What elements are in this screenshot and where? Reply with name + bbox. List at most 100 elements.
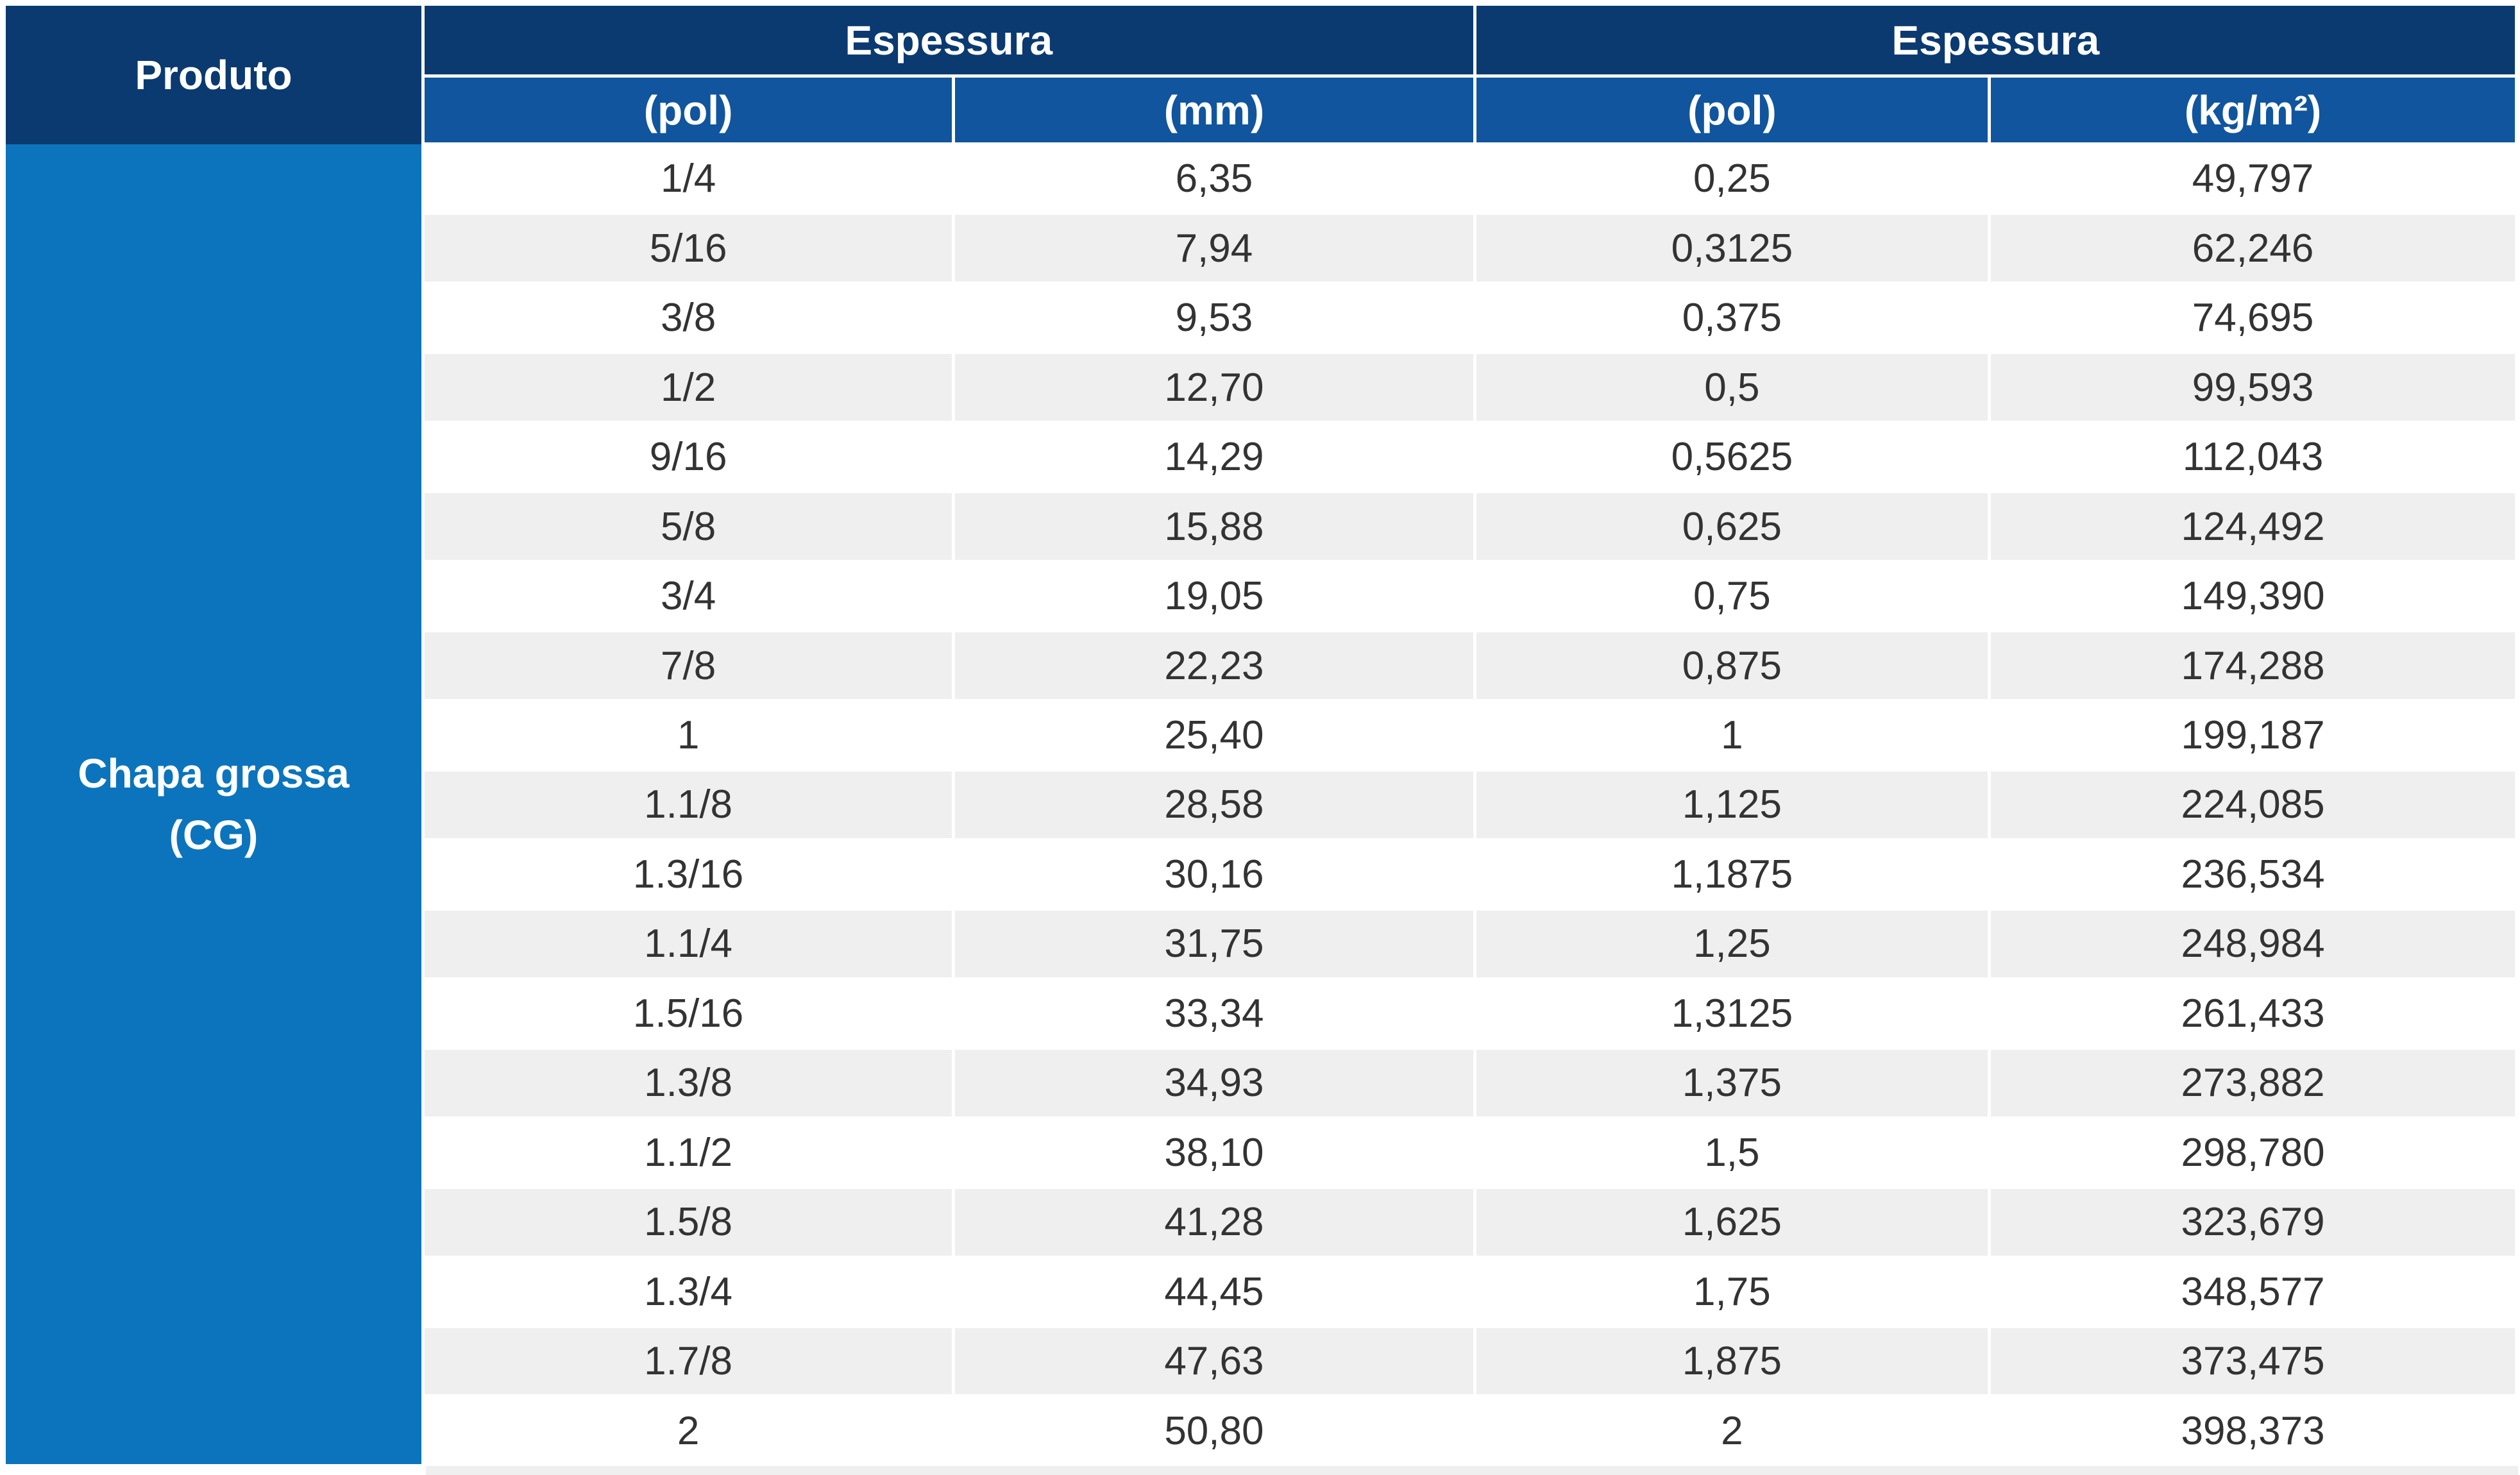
thickness-spec-table: Produto Espessura Espessura (pol) (mm) (… bbox=[3, 3, 2519, 1467]
cell-pol-dec: 0,5 bbox=[1473, 351, 1991, 424]
cell-pol-frac: 7/8 bbox=[421, 629, 956, 702]
cell-mm: 44,45 bbox=[952, 1255, 1476, 1328]
table-row: 1.1/2 38,10 1,5 298,780 bbox=[4, 1116, 2518, 1190]
cell-pol-dec: 0,375 bbox=[1473, 281, 1991, 355]
table-row: 1.1/8 28,58 1,125 224,085 bbox=[4, 768, 2518, 841]
table-row: 5/8 15,88 0,625 124,492 bbox=[4, 490, 2518, 563]
cell-mm: 7,94 bbox=[952, 212, 1476, 285]
cell-pol-dec: 0,25 bbox=[1473, 142, 1991, 215]
table-row: Chapa grossa (CG) 1/4 6,35 0,25 49,797 bbox=[3, 142, 2518, 1467]
cell-mm: 15,88 bbox=[952, 490, 1476, 563]
subheader-mm: (mm) bbox=[952, 74, 1476, 146]
table-row: 1.5/16 33,34 1,3125 261,433 bbox=[4, 977, 2518, 1050]
cell-pol-frac: 5/8 bbox=[421, 490, 956, 563]
product-name-line1: Chapa grossa bbox=[78, 750, 350, 796]
cell-pol-dec: 1,75 bbox=[1473, 1255, 1991, 1328]
cell-pol-frac: 9/16 bbox=[421, 420, 956, 494]
cell-mm: 12,70 bbox=[952, 351, 1476, 424]
cell-kg-m2: 124,492 bbox=[1988, 490, 2518, 563]
header-espessura-group-2: Espessura bbox=[1473, 3, 2519, 78]
cell-pol-dec: 2 bbox=[1473, 1394, 1991, 1467]
table-row: 1.3/8 34,93 1,375 273,882 bbox=[4, 1047, 2518, 1120]
cell-pol-frac: 1.5/8 bbox=[421, 1186, 956, 1259]
header-produto: Produto bbox=[3, 3, 425, 144]
cell-pol-frac: 1.3/4 bbox=[421, 1255, 956, 1328]
cell-pol-dec: 1,125 bbox=[1473, 768, 1991, 841]
cell-kg-m2: 398,373 bbox=[1988, 1394, 2518, 1467]
cell-pol-frac: 1.7/8 bbox=[421, 1324, 956, 1398]
cell-pol-dec: 1 bbox=[1473, 698, 1991, 772]
cell-kg-m2: 298,780 bbox=[1988, 1116, 2518, 1190]
cell-pol-frac: 1/4 bbox=[421, 142, 956, 215]
table-row: 1.3/16 30,16 1,1875 236,534 bbox=[4, 838, 2518, 911]
subheader-pol-1: (pol) bbox=[421, 74, 956, 146]
cell-pol-frac: 1/2 bbox=[421, 351, 956, 424]
header-row-units: (pol) (mm) (pol) (kg/m²) bbox=[4, 74, 2518, 146]
cell-kg-m2: 149,390 bbox=[1988, 559, 2518, 633]
cell-kg-m2: 273,882 bbox=[1988, 1047, 2518, 1120]
table-header: Produto Espessura Espessura (pol) (mm) (… bbox=[3, 3, 2519, 146]
table-row: 1.7/8 47,63 1,875 373,475 bbox=[4, 1324, 2518, 1398]
cropped-next-row-strip bbox=[426, 1466, 2518, 1475]
cell-kg-m2: 373,475 bbox=[1988, 1324, 2518, 1398]
cell-mm: 41,28 bbox=[952, 1186, 1476, 1259]
cell-pol-frac: 1.3/16 bbox=[421, 838, 956, 911]
table-row: 2 50,80 2 398,373 bbox=[4, 1394, 2518, 1467]
cell-mm: 6,35 bbox=[952, 142, 1476, 215]
cell-kg-m2: 236,534 bbox=[1988, 838, 2518, 911]
cell-pol-dec: 0,5625 bbox=[1473, 420, 1991, 494]
cell-mm: 22,23 bbox=[952, 629, 1476, 702]
cell-pol-frac: 1.1/4 bbox=[421, 907, 956, 981]
cell-pol-frac: 5/16 bbox=[421, 212, 956, 285]
cell-pol-frac: 3/8 bbox=[421, 281, 956, 355]
header-espessura-group-1: Espessura bbox=[421, 3, 1476, 78]
cell-pol-frac: 1.3/8 bbox=[421, 1047, 956, 1120]
cell-kg-m2: 74,695 bbox=[1988, 281, 2518, 355]
cell-pol-dec: 0,875 bbox=[1473, 629, 1991, 702]
cell-pol-frac: 1.1/2 bbox=[421, 1116, 956, 1190]
cell-mm: 14,29 bbox=[952, 420, 1476, 494]
cell-mm: 50,80 bbox=[952, 1394, 1476, 1467]
table-body: Chapa grossa (CG) 1/4 6,35 0,25 49,797 5/16 7,9… bbox=[3, 142, 2518, 1467]
cell-kg-m2: 49,797 bbox=[1988, 142, 2518, 215]
product-name-line2: (CG) bbox=[169, 811, 258, 858]
table-row: 9/16 14,29 0,5625 112,043 bbox=[4, 420, 2518, 494]
cell-mm: 31,75 bbox=[952, 907, 1476, 981]
table-row: 3/4 19,05 0,75 149,390 bbox=[4, 559, 2518, 633]
table-row: 1.5/8 41,28 1,625 323,679 bbox=[4, 1186, 2518, 1259]
cell-kg-m2: 261,433 bbox=[1988, 977, 2518, 1050]
cell-pol-dec: 1,375 bbox=[1473, 1047, 1991, 1120]
cell-mm: 28,58 bbox=[952, 768, 1476, 841]
cell-pol-dec: 0,625 bbox=[1473, 490, 1991, 563]
cell-kg-m2: 199,187 bbox=[1988, 698, 2518, 772]
product-cell: Chapa grossa (CG) bbox=[3, 144, 425, 1467]
cell-mm: 30,16 bbox=[952, 838, 1476, 911]
table-row: 1 25,40 1 199,187 bbox=[4, 698, 2518, 772]
cell-pol-dec: 0,3125 bbox=[1473, 212, 1991, 285]
cell-kg-m2: 99,593 bbox=[1988, 351, 2518, 424]
cell-pol-dec: 1,875 bbox=[1473, 1324, 1991, 1398]
cell-pol-dec: 1,25 bbox=[1473, 907, 1991, 981]
cell-pol-dec: 1,3125 bbox=[1473, 977, 1991, 1050]
cell-pol-frac: 3/4 bbox=[421, 559, 956, 633]
cell-mm: 47,63 bbox=[952, 1324, 1476, 1398]
cell-kg-m2: 348,577 bbox=[1988, 1255, 2518, 1328]
cell-mm: 25,40 bbox=[952, 698, 1476, 772]
cell-kg-m2: 248,984 bbox=[1988, 907, 2518, 981]
cell-pol-dec: 0,75 bbox=[1473, 559, 1991, 633]
table-row: 1.1/4 31,75 1,25 248,984 bbox=[4, 907, 2518, 981]
cell-mm: 38,10 bbox=[952, 1116, 1476, 1190]
table-row: 3/8 9,53 0,375 74,695 bbox=[4, 281, 2518, 355]
cell-pol-frac: 1.5/16 bbox=[421, 977, 956, 1050]
cell-kg-m2: 174,288 bbox=[1988, 629, 2518, 702]
subheader-pol-2: (pol) bbox=[1473, 74, 1991, 146]
cell-kg-m2: 62,246 bbox=[1988, 212, 2518, 285]
cell-kg-m2: 112,043 bbox=[1988, 420, 2518, 494]
cell-mm: 33,34 bbox=[952, 977, 1476, 1050]
table-row: 1.3/4 44,45 1,75 348,577 bbox=[4, 1255, 2518, 1328]
cell-pol-frac: 1.1/8 bbox=[421, 768, 956, 841]
cell-pol-frac: 2 bbox=[421, 1394, 956, 1467]
cell-pol-dec: 1,1875 bbox=[1473, 838, 1991, 911]
cell-kg-m2: 323,679 bbox=[1988, 1186, 2518, 1259]
